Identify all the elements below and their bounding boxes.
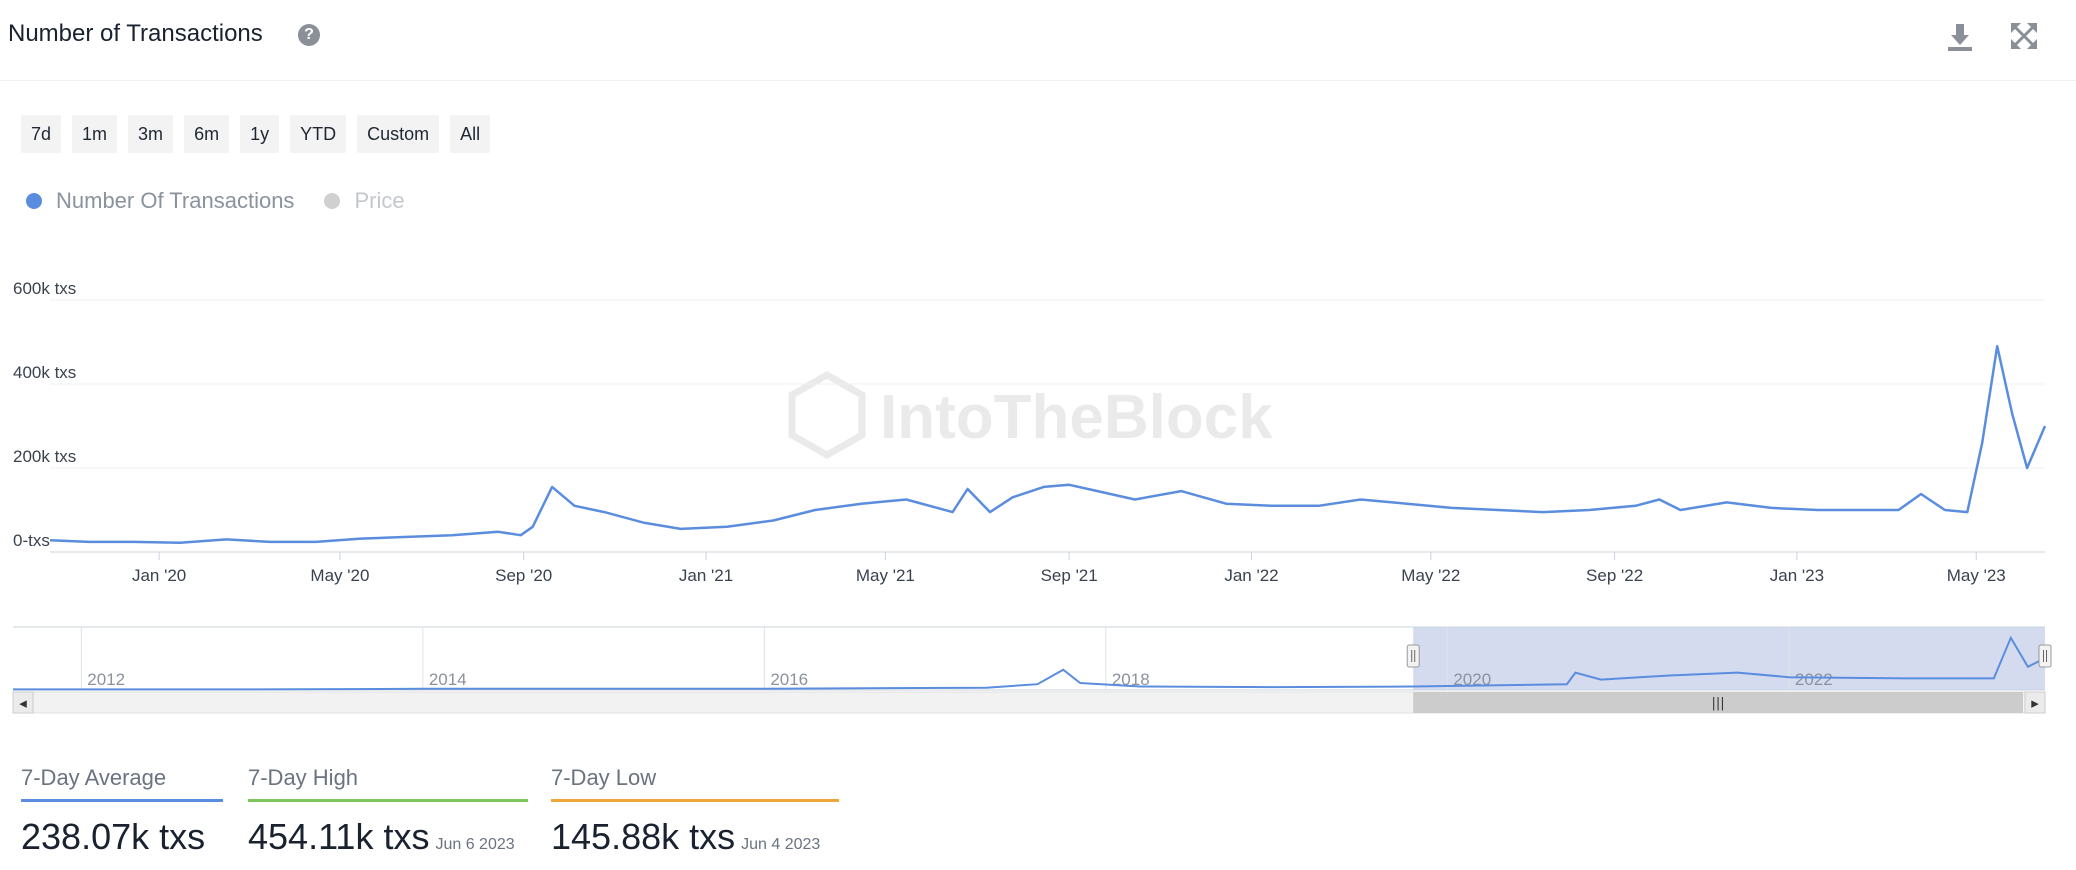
x-tick-label: Sep '21 xyxy=(1041,566,1098,585)
range-button-1y[interactable]: 1y xyxy=(240,115,280,153)
page-title: Number of Transactions xyxy=(8,20,263,47)
watermark-logo: IntoTheBlock xyxy=(788,370,1273,460)
legend: Number Of Transactions Price xyxy=(26,188,435,214)
navigator-year-label: 2012 xyxy=(87,670,125,689)
x-tick-label: Jan '21 xyxy=(679,566,733,585)
legend-item-price[interactable]: Price xyxy=(324,188,405,214)
navigator-series-line xyxy=(13,635,2046,691)
stat-date: Jun 6 2023 xyxy=(435,836,515,853)
stat-value-text: 238.07k txs xyxy=(21,816,206,857)
navigator-year-label: 2016 xyxy=(770,670,808,689)
x-tick-label: Jan '22 xyxy=(1224,566,1278,585)
download-icon[interactable] xyxy=(1946,22,1974,52)
x-tick-label: Sep '22 xyxy=(1586,566,1643,585)
watermark-logo-icon xyxy=(788,370,866,460)
stat-value: 238.07k txs xyxy=(21,816,223,858)
stat-value-text: 145.88k txs xyxy=(551,816,736,857)
chart-header: Number of Transactions ? xyxy=(0,0,2076,81)
stat-label: 7-Day High xyxy=(248,765,359,790)
stat-underline xyxy=(551,799,839,802)
x-tick-label: Jan '23 xyxy=(1770,566,1824,585)
range-button-ytd[interactable]: YTD xyxy=(290,115,347,153)
y-tick-label: 400k txs xyxy=(13,363,76,382)
series-line-transactions xyxy=(49,344,2047,545)
legend-label: Price xyxy=(354,188,405,213)
x-tick-label: May '20 xyxy=(310,566,369,585)
y-tick-label: 600k txs xyxy=(13,279,76,298)
stat-value: 454.11k txs Jun 6 2023 xyxy=(248,816,528,858)
range-button-custom[interactable]: Custom xyxy=(357,115,440,153)
range-button-6m[interactable]: 6m xyxy=(184,115,230,153)
range-button-3m[interactable]: 3m xyxy=(128,115,174,153)
range-button-7d[interactable]: 7d xyxy=(21,115,62,153)
help-icon[interactable]: ? xyxy=(298,24,320,46)
navigator-year-label: 2022 xyxy=(1795,670,1833,689)
navigator-handle-right[interactable] xyxy=(2038,644,2052,668)
stat-average: 7-Day Average 238.07k txs xyxy=(21,765,223,858)
legend-item-transactions[interactable]: Number Of Transactions xyxy=(26,188,294,214)
stat-value: 145.88k txs Jun 4 2023 xyxy=(551,816,839,858)
x-tick-label: May '23 xyxy=(1947,566,2006,585)
stat-underline xyxy=(21,799,223,802)
range-button-1m[interactable]: 1m xyxy=(72,115,118,153)
scrollbar-grip-icon: ||| xyxy=(1712,696,1725,711)
main-chart[interactable]: IntoTheBlock 600k txs 400k txs 200k txs 0-tx… xyxy=(0,260,2076,600)
stat-underline xyxy=(248,799,528,802)
scrollbar-left-button[interactable] xyxy=(12,691,34,714)
navigator-selection[interactable] xyxy=(1413,627,2045,690)
navigator-year-label: 2018 xyxy=(1112,670,1150,689)
y-tick-label: 200k txs xyxy=(13,447,76,466)
stat-high: 7-Day High 454.11k txs Jun 6 2023 xyxy=(248,765,528,858)
x-tick-label: Jan '20 xyxy=(132,566,186,585)
expand-icon[interactable] xyxy=(2010,22,2038,50)
range-selector: 7d 1m 3m 6m 1y YTD Custom All xyxy=(21,115,491,153)
stat-label: 7-Day Low xyxy=(551,765,657,790)
watermark-text: IntoTheBlock xyxy=(880,383,1273,452)
navigator-chart[interactable]: 2012 2014 2016 2018 2020 2022 ◂ ▸ ||| xyxy=(0,625,2076,715)
stat-label: 7-Day Average xyxy=(21,765,167,790)
x-tick-label: May '22 xyxy=(1401,566,1460,585)
navigator-handle-left[interactable] xyxy=(1406,644,1420,668)
y-tick-label: 0-txs xyxy=(13,531,50,550)
stat-date: Jun 4 2023 xyxy=(741,836,821,853)
range-button-all[interactable]: All xyxy=(450,115,491,153)
navigator-year-label: 2020 xyxy=(1453,670,1491,689)
navigator-year-label: 2014 xyxy=(429,670,467,689)
x-tick-label: Sep '20 xyxy=(495,566,552,585)
chevron-left-icon: ◂ xyxy=(19,694,27,712)
legend-dot-icon xyxy=(26,193,42,209)
chevron-right-icon: ▸ xyxy=(2031,694,2039,712)
stat-value-text: 454.11k txs xyxy=(248,816,430,857)
scrollbar-thumb[interactable] xyxy=(1413,692,2023,713)
x-tick-label: May '21 xyxy=(856,566,915,585)
legend-label: Number Of Transactions xyxy=(56,188,295,213)
scrollbar-right-button[interactable] xyxy=(2024,691,2046,714)
stat-low: 7-Day Low 145.88k txs Jun 4 2023 xyxy=(551,765,839,858)
legend-dot-icon xyxy=(324,193,341,209)
